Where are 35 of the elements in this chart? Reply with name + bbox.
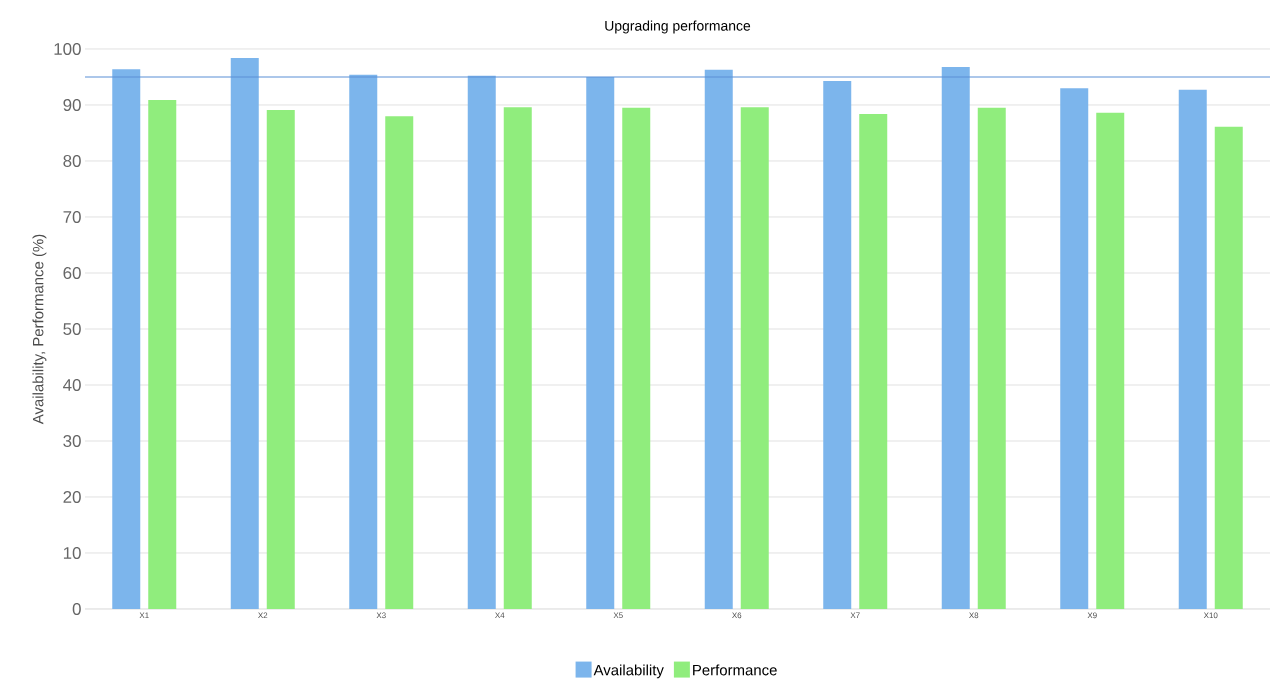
bar xyxy=(1178,89,1207,609)
y-axis-title: Availability, Performance (%) xyxy=(32,234,47,425)
bar xyxy=(622,107,651,609)
y-tick-label: 100 xyxy=(54,42,81,55)
bar xyxy=(1060,88,1089,609)
y-tick-label: 80 xyxy=(63,154,81,167)
bar xyxy=(349,74,378,609)
y-tick-label: 30 xyxy=(63,434,81,447)
chart-title: Upgrading performance xyxy=(605,20,751,34)
bar xyxy=(823,80,852,609)
y-tick-label: 60 xyxy=(63,266,81,279)
y-tick-label: 10 xyxy=(63,546,81,559)
bar xyxy=(1214,126,1243,609)
bar xyxy=(148,99,177,609)
y-tick-label: 40 xyxy=(63,378,81,391)
bar xyxy=(704,69,733,609)
y-tick-label: 50 xyxy=(63,322,81,335)
bar xyxy=(112,69,141,609)
bar xyxy=(266,110,295,609)
legend-label: Performance xyxy=(693,664,777,676)
bar xyxy=(740,107,769,609)
bar xyxy=(586,76,615,609)
y-tick-label: 70 xyxy=(63,210,81,223)
bar xyxy=(385,116,414,609)
bar xyxy=(977,107,1006,609)
bar xyxy=(503,107,532,609)
legend-label: Availability xyxy=(593,664,664,679)
bar xyxy=(859,113,888,609)
y-tick-label: 0 xyxy=(72,602,81,615)
bar xyxy=(467,75,496,609)
bar xyxy=(941,66,970,609)
bar xyxy=(1096,112,1125,609)
y-tick-label: 90 xyxy=(63,98,81,111)
y-tick-label: 20 xyxy=(63,490,81,503)
bar xyxy=(230,57,259,609)
